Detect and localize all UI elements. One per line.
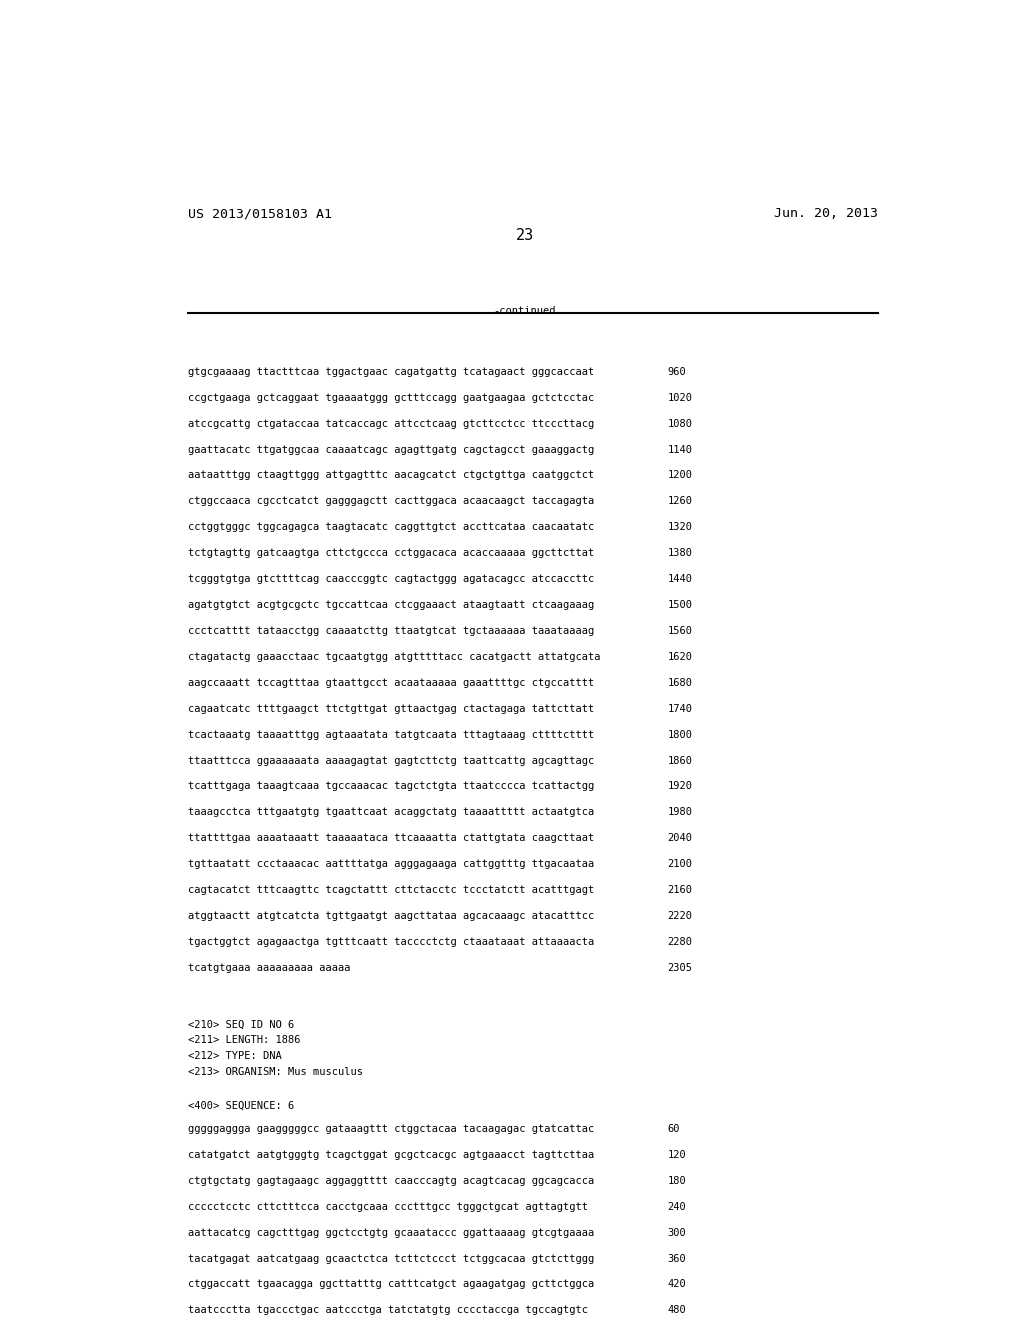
Text: US 2013/0158103 A1: US 2013/0158103 A1 [187, 207, 332, 220]
Text: aagccaaatt tccagtttaa gtaattgcct acaataaaaa gaaattttgc ctgccatttt: aagccaaatt tccagtttaa gtaattgcct acaataa… [187, 677, 594, 688]
Text: 1980: 1980 [668, 808, 692, 817]
Text: ccgctgaaga gctcaggaat tgaaaatggg gctttccagg gaatgaagaa gctctcctac: ccgctgaaga gctcaggaat tgaaaatggg gctttcc… [187, 392, 594, 403]
Text: ctgtgctatg gagtagaagc aggaggtttt caacccagtg acagtcacag ggcagcacca: ctgtgctatg gagtagaagc aggaggtttt caaccca… [187, 1176, 594, 1185]
Text: taaagcctca tttgaatgtg tgaattcaat acaggctatg taaaattttt actaatgtca: taaagcctca tttgaatgtg tgaattcaat acaggct… [187, 808, 594, 817]
Text: ctggccaaca cgcctcatct gagggagctt cacttggaca acaacaagct taccagagta: ctggccaaca cgcctcatct gagggagctt cacttgg… [187, 496, 594, 507]
Text: 1620: 1620 [668, 652, 692, 661]
Text: 1200: 1200 [668, 470, 692, 480]
Text: aattacatcg cagctttgag ggctcctgtg gcaaataccc ggattaaaag gtcgtgaaaa: aattacatcg cagctttgag ggctcctgtg gcaaata… [187, 1228, 594, 1238]
Text: 1020: 1020 [668, 392, 692, 403]
Text: catatgatct aatgtgggtg tcagctggat gcgctcacgc agtgaaacct tagttcttaa: catatgatct aatgtgggtg tcagctggat gcgctca… [187, 1150, 594, 1160]
Text: ctggaccatt tgaacagga ggcttatttg catttcatgct agaagatgag gcttctggca: ctggaccatt tgaacagga ggcttatttg catttcat… [187, 1279, 594, 1290]
Text: taatccctta tgaccctgac aatccctga tatctatgtg cccctaccga tgccagtgtc: taatccctta tgaccctgac aatccctga tatctatg… [187, 1305, 588, 1316]
Text: atggtaactt atgtcatcta tgttgaatgt aagcttataa agcacaaagc atacatttcc: atggtaactt atgtcatcta tgttgaatgt aagctta… [187, 911, 594, 921]
Text: 1440: 1440 [668, 574, 692, 585]
Text: 480: 480 [668, 1305, 686, 1316]
Text: tacatgagat aatcatgaag gcaactctca tcttctccct tctggcacaa gtctcttggg: tacatgagat aatcatgaag gcaactctca tcttctc… [187, 1254, 594, 1263]
Text: 420: 420 [668, 1279, 686, 1290]
Text: 2305: 2305 [668, 962, 692, 973]
Text: cagtacatct tttcaagttc tcagctattt cttctacctc tccctatctt acatttgagt: cagtacatct tttcaagttc tcagctattt cttctac… [187, 886, 594, 895]
Text: ttaatttcca ggaaaaaata aaaagagtat gagtcttctg taattcattg agcagttagc: ttaatttcca ggaaaaaata aaaagagtat gagtctt… [187, 755, 594, 766]
Text: gtgcgaaaag ttactttcaa tggactgaac cagatgattg tcatagaact gggcaccaat: gtgcgaaaag ttactttcaa tggactgaac cagatga… [187, 367, 594, 376]
Text: 120: 120 [668, 1150, 686, 1160]
Text: <212> TYPE: DNA: <212> TYPE: DNA [187, 1051, 282, 1061]
Text: tgttaatatt ccctaaacac aattttatga agggagaaga cattggtttg ttgacaataa: tgttaatatt ccctaaacac aattttatga agggaga… [187, 859, 594, 869]
Text: 1380: 1380 [668, 548, 692, 558]
Text: cagaatcatc ttttgaagct ttctgttgat gttaactgag ctactagaga tattcttatt: cagaatcatc ttttgaagct ttctgttgat gttaact… [187, 704, 594, 714]
Text: <400> SEQUENCE: 6: <400> SEQUENCE: 6 [187, 1101, 294, 1110]
Text: <213> ORGANISM: Mus musculus: <213> ORGANISM: Mus musculus [187, 1067, 362, 1077]
Text: ccctcatttt tataacctgg caaaatcttg ttaatgtcat tgctaaaaaa taaataaaag: ccctcatttt tataacctgg caaaatcttg ttaatgt… [187, 626, 594, 636]
Text: 180: 180 [668, 1176, 686, 1185]
Text: 23: 23 [516, 227, 534, 243]
Text: ccccctcctc cttctttcca cacctgcaaa ccctttgcc tgggctgcat agttagtgtt: ccccctcctc cttctttcca cacctgcaaa ccctttg… [187, 1201, 588, 1212]
Text: tcatgtgaaa aaaaaaaaa aaaaa: tcatgtgaaa aaaaaaaaa aaaaa [187, 962, 350, 973]
Text: tgactggtct agagaactga tgtttcaatt tacccctctg ctaaataaat attaaaacta: tgactggtct agagaactga tgtttcaatt tacccct… [187, 937, 594, 946]
Text: 1680: 1680 [668, 677, 692, 688]
Text: atccgcattg ctgataccaa tatcaccagc attcctcaag gtcttcctcc ttcccttacg: atccgcattg ctgataccaa tatcaccagc attcctc… [187, 418, 594, 429]
Text: 1080: 1080 [668, 418, 692, 429]
Text: tcactaaatg taaaatttgg agtaaatata tatgtcaata tttagtaaag cttttctttt: tcactaaatg taaaatttgg agtaaatata tatgtca… [187, 730, 594, 739]
Text: 2040: 2040 [668, 833, 692, 843]
Text: <211> LENGTH: 1886: <211> LENGTH: 1886 [187, 1035, 300, 1045]
Text: 1260: 1260 [668, 496, 692, 507]
Text: tcatttgaga taaagtcaaa tgccaaacac tagctctgta ttaatcccca tcattactgg: tcatttgaga taaagtcaaa tgccaaacac tagctct… [187, 781, 594, 792]
Text: aataatttgg ctaagttggg attgagtttc aacagcatct ctgctgttga caatggctct: aataatttgg ctaagttggg attgagtttc aacagca… [187, 470, 594, 480]
Text: 2280: 2280 [668, 937, 692, 946]
Text: 1320: 1320 [668, 523, 692, 532]
Text: 1140: 1140 [668, 445, 692, 454]
Text: 2220: 2220 [668, 911, 692, 921]
Text: 960: 960 [668, 367, 686, 376]
Text: tctgtagttg gatcaagtga cttctgccca cctggacaca acaccaaaaa ggcttcttat: tctgtagttg gatcaagtga cttctgccca cctggac… [187, 548, 594, 558]
Text: 300: 300 [668, 1228, 686, 1238]
Text: cctggtgggc tggcagagca taagtacatc caggttgtct accttcataa caacaatatc: cctggtgggc tggcagagca taagtacatc caggttg… [187, 523, 594, 532]
Text: 60: 60 [668, 1123, 680, 1134]
Text: -continued: -continued [494, 306, 556, 315]
Text: gaattacatc ttgatggcaa caaaatcagc agagttgatg cagctagcct gaaaggactg: gaattacatc ttgatggcaa caaaatcagc agagttg… [187, 445, 594, 454]
Text: ctagatactg gaaacctaac tgcaatgtgg atgtttttacc cacatgactt attatgcata: ctagatactg gaaacctaac tgcaatgtgg atgtttt… [187, 652, 600, 661]
Text: 1860: 1860 [668, 755, 692, 766]
Text: agatgtgtct acgtgcgctc tgccattcaa ctcggaaact ataagtaatt ctcaagaaag: agatgtgtct acgtgcgctc tgccattcaa ctcggaa… [187, 601, 594, 610]
Text: 2160: 2160 [668, 886, 692, 895]
Text: 360: 360 [668, 1254, 686, 1263]
Text: 2100: 2100 [668, 859, 692, 869]
Text: 1800: 1800 [668, 730, 692, 739]
Text: 1500: 1500 [668, 601, 692, 610]
Text: 1560: 1560 [668, 626, 692, 636]
Text: 240: 240 [668, 1201, 686, 1212]
Text: 1920: 1920 [668, 781, 692, 792]
Text: <210> SEQ ID NO 6: <210> SEQ ID NO 6 [187, 1019, 294, 1030]
Text: Jun. 20, 2013: Jun. 20, 2013 [774, 207, 878, 220]
Text: tcgggtgtga gtcttttcag caacccggtc cagtactggg agatacagcc atccaccttc: tcgggtgtga gtcttttcag caacccggtc cagtact… [187, 574, 594, 585]
Text: 1740: 1740 [668, 704, 692, 714]
Text: ttattttgaa aaaataaatt taaaaataca ttcaaaatta ctattgtata caagcttaat: ttattttgaa aaaataaatt taaaaataca ttcaaaa… [187, 833, 594, 843]
Text: gggggaggga gaagggggcc gataaagttt ctggctacaa tacaagagac gtatcattac: gggggaggga gaagggggcc gataaagttt ctggcta… [187, 1123, 594, 1134]
